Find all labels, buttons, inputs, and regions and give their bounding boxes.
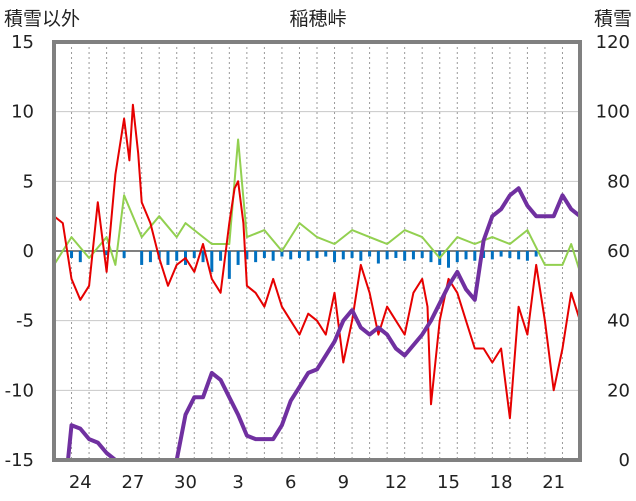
right-tick-label: 80	[607, 171, 630, 192]
precip-bar	[394, 251, 398, 258]
precip-bar	[517, 251, 521, 260]
precip-bar	[210, 251, 214, 272]
precip-bar	[385, 251, 389, 260]
precip-bar	[333, 251, 337, 263]
precip-bar	[490, 251, 494, 260]
precip-bar	[236, 251, 240, 265]
precip-bar	[271, 251, 275, 261]
precip-bar	[166, 251, 170, 265]
precip-bar	[148, 251, 152, 263]
x-tick-label: 6	[285, 472, 296, 493]
precip-bar	[368, 251, 372, 257]
left-tick-label: 10	[11, 102, 34, 123]
precip-bar	[482, 251, 486, 258]
right-tick-label: 20	[607, 380, 630, 401]
precip-bar	[499, 251, 503, 257]
precip-bar	[192, 251, 196, 258]
left-tick-label: -5	[16, 311, 34, 332]
precip-bar	[315, 251, 319, 258]
precip-bar	[359, 251, 363, 261]
x-tick-label: 27	[121, 472, 144, 493]
left-tick-label: -15	[5, 450, 34, 471]
left-tick-label: 15	[11, 32, 34, 53]
x-tick-label: 3	[232, 472, 243, 493]
precip-bar	[464, 251, 468, 260]
temperature-line	[53, 103, 581, 420]
precip-bar	[70, 251, 74, 258]
precip-bar	[297, 251, 301, 258]
precip-bar	[473, 251, 477, 261]
precip-bar	[324, 251, 328, 257]
x-tick-label: 9	[338, 472, 349, 493]
precip-bar	[429, 251, 433, 263]
precip-bar	[534, 251, 538, 257]
precip-bar	[289, 251, 293, 260]
precip-bar	[254, 251, 258, 263]
precip-bar	[122, 251, 126, 258]
plot-frame	[52, 40, 582, 462]
left-tick-label: 0	[23, 241, 34, 262]
precip-bar	[508, 251, 512, 258]
snow-line	[54, 186, 582, 462]
precip-bar	[175, 251, 179, 261]
precip-bar	[411, 251, 415, 260]
precip-bars	[70, 251, 538, 279]
x-tick-label: 15	[437, 472, 460, 493]
precip-bar	[245, 251, 249, 260]
wind-line	[53, 138, 581, 273]
precip-bar	[78, 251, 82, 263]
x-tick-label: 21	[542, 472, 565, 493]
precip-bar	[447, 251, 450, 268]
right-tick-label: 40	[607, 311, 630, 332]
precip-bar	[262, 251, 266, 258]
right-tick-label: 0	[619, 450, 630, 471]
precip-bar	[420, 251, 424, 258]
precip-bar	[525, 251, 529, 261]
left-axis-label: 積雪以外	[4, 8, 80, 30]
x-tick-label: 12	[384, 472, 407, 493]
precip-bar	[341, 251, 345, 260]
x-tick-label: 18	[490, 472, 513, 493]
axis-ticks: 15 10 5 0 -5 -10 -15 120 100 80 60 40 20 0 24 27 30 3 6 9 12…	[5, 32, 630, 493]
right-tick-label: 120	[596, 32, 630, 53]
chart-title: 稲穂峠	[289, 8, 346, 30]
left-tick-label: -10	[5, 380, 34, 401]
x-tick-label: 24	[69, 472, 92, 493]
precip-bar	[201, 251, 205, 263]
precip-bar	[219, 251, 223, 261]
precip-bar	[280, 251, 284, 257]
precip-bar	[350, 251, 354, 258]
right-tick-label: 60	[607, 241, 630, 262]
precip-bar	[376, 251, 380, 264]
precip-bar	[306, 251, 310, 261]
right-tick-label: 100	[596, 102, 630, 123]
right-axis-label: 積雪	[594, 8, 632, 30]
precip-bar	[140, 251, 144, 265]
precip-bar	[227, 251, 231, 279]
left-tick-label: 5	[23, 171, 34, 192]
precip-bar	[105, 251, 109, 256]
precip-bar	[455, 251, 459, 263]
precip-bar	[403, 251, 407, 261]
x-tick-label: 30	[174, 472, 197, 493]
